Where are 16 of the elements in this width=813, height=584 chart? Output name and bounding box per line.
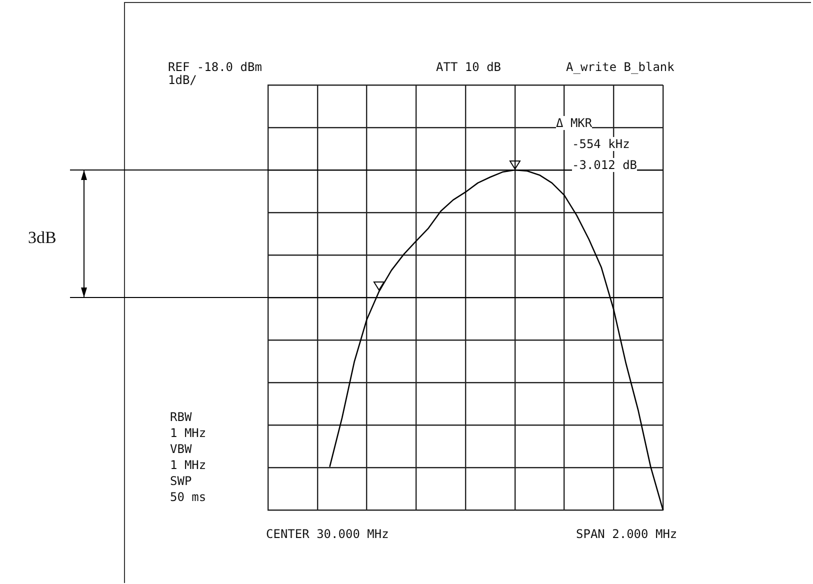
text: -554 kHz bbox=[572, 137, 630, 151]
text: SWP bbox=[170, 474, 192, 488]
annotation: -3.012 dB bbox=[572, 158, 638, 172]
text: ATT 10 dB bbox=[436, 60, 502, 74]
text: RBW bbox=[170, 410, 192, 424]
text: REF -18.0 dBm bbox=[168, 60, 262, 74]
text: Δ MKR bbox=[556, 116, 592, 130]
text: 3dB bbox=[28, 228, 56, 248]
text: VBW bbox=[170, 442, 192, 456]
text: 1 MHz bbox=[170, 426, 206, 440]
text: SPAN 2.000 MHz bbox=[576, 527, 678, 541]
text: 50 ms bbox=[170, 490, 206, 504]
text: A_write B_blank bbox=[566, 60, 674, 74]
text: 1dB/ bbox=[168, 73, 197, 87]
text: 1 MHz bbox=[170, 458, 206, 472]
text: CENTER 30.000 MHz bbox=[266, 527, 389, 541]
